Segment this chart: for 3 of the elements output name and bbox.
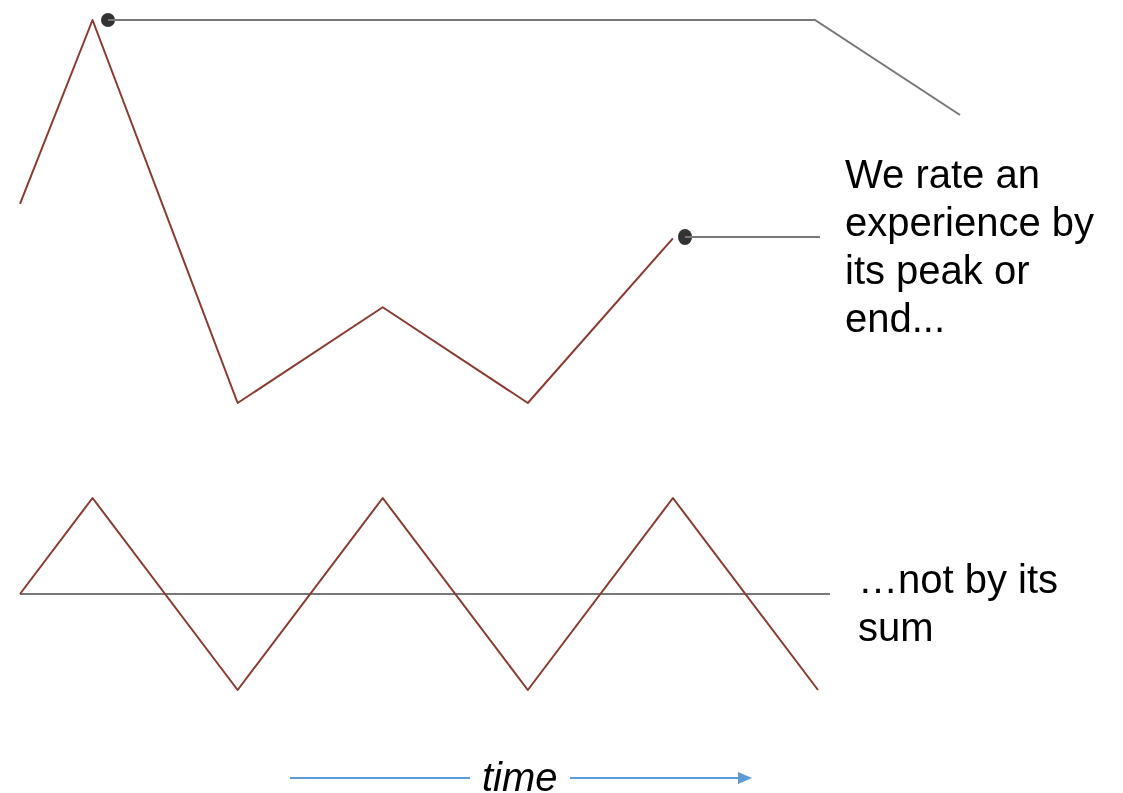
annotation: We rate an experience by its peak or end... [845,151,1096,342]
text: …not by its sum [858,556,1060,651]
x-axis-title: time [482,755,558,793]
